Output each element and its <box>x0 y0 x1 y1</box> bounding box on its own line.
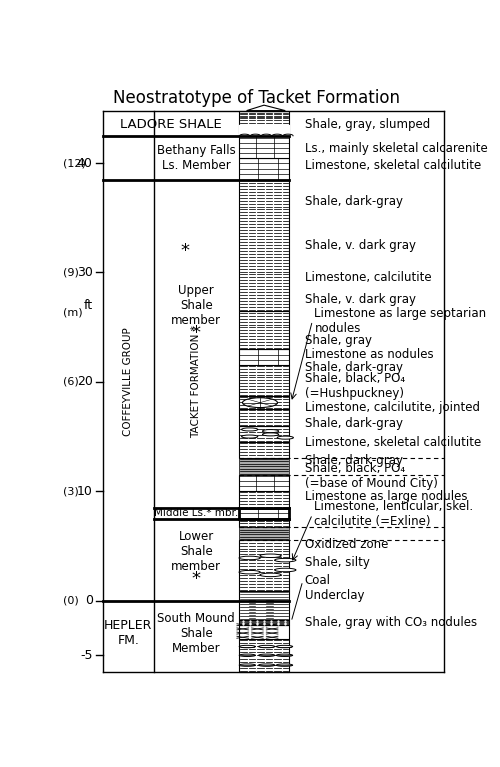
Text: HEPLER
FM.: HEPLER FM. <box>104 620 152 647</box>
Bar <box>239 541 289 591</box>
Text: Shale, v. dark gray: Shale, v. dark gray <box>304 293 416 306</box>
Ellipse shape <box>258 654 275 657</box>
Bar <box>239 491 289 508</box>
Text: Limestone, calcilutite: Limestone, calcilutite <box>304 272 432 285</box>
Text: Shale, dark-gray: Shale, dark-gray <box>304 361 402 374</box>
Text: 20: 20 <box>77 375 92 388</box>
Text: 30: 30 <box>77 266 92 279</box>
Ellipse shape <box>239 664 256 667</box>
Ellipse shape <box>239 654 256 657</box>
Ellipse shape <box>276 654 292 657</box>
Bar <box>239 179 289 311</box>
Bar <box>239 591 289 601</box>
Text: Shale, black, PO₄
(=base of Mound City): Shale, black, PO₄ (=base of Mound City) <box>304 462 438 490</box>
Bar <box>239 311 289 349</box>
Ellipse shape <box>239 556 260 560</box>
Circle shape <box>242 398 278 407</box>
Bar <box>239 508 289 518</box>
Text: Limestone as large septarian
nodules: Limestone as large septarian nodules <box>314 307 486 334</box>
Text: Middle Ls.* mbr.: Middle Ls.* mbr. <box>154 508 238 518</box>
Text: Shale, dark-gray: Shale, dark-gray <box>304 417 402 430</box>
Text: Shale, gray: Shale, gray <box>304 334 372 347</box>
Text: Shale, gray with CO₃ nodules: Shale, gray with CO₃ nodules <box>304 616 477 629</box>
Ellipse shape <box>260 554 281 558</box>
Text: COFFEYVILLE GROUP: COFFEYVILLE GROUP <box>124 328 134 436</box>
Bar <box>239 624 289 639</box>
Ellipse shape <box>274 568 296 571</box>
Text: (3): (3) <box>64 486 79 496</box>
Bar <box>239 459 289 475</box>
Text: Lower
Shale
member: Lower Shale member <box>171 530 221 573</box>
Ellipse shape <box>239 571 260 574</box>
Text: (12): (12) <box>64 158 86 168</box>
Bar <box>239 158 289 179</box>
Text: -5: -5 <box>80 649 92 662</box>
Text: ft: ft <box>84 299 92 312</box>
Bar <box>239 528 289 541</box>
Text: Bethany Falls
Ls. Member: Bethany Falls Ls. Member <box>157 143 236 172</box>
Text: Shale, silty: Shale, silty <box>304 556 370 569</box>
Ellipse shape <box>277 436 293 439</box>
Text: (6): (6) <box>64 377 79 387</box>
Bar <box>239 396 289 410</box>
Ellipse shape <box>262 433 278 436</box>
Ellipse shape <box>262 430 278 433</box>
Bar <box>239 349 289 365</box>
Text: Limestone as nodules: Limestone as nodules <box>304 348 434 361</box>
Ellipse shape <box>274 558 296 562</box>
Text: Neostratotype of Tacket Formation: Neostratotype of Tacket Formation <box>113 88 400 107</box>
Bar <box>239 518 289 528</box>
Text: Shale, dark-gray: Shale, dark-gray <box>304 195 402 208</box>
Bar <box>239 639 289 672</box>
Bar <box>239 365 289 396</box>
Text: Shale, black, PO₄
(=Hushpuckney): Shale, black, PO₄ (=Hushpuckney) <box>304 372 405 400</box>
Text: Upper
Shale
member: Upper Shale member <box>171 284 221 327</box>
Ellipse shape <box>258 645 275 648</box>
Text: Limestone as large nodules: Limestone as large nodules <box>304 490 467 503</box>
Text: *: * <box>192 324 200 341</box>
Text: Underclay: Underclay <box>304 588 364 601</box>
Bar <box>239 426 289 442</box>
Text: *: * <box>192 570 200 588</box>
Text: (0): (0) <box>64 596 79 606</box>
Text: Oxidized zone: Oxidized zone <box>304 538 388 551</box>
Bar <box>239 601 289 621</box>
Bar <box>239 621 289 624</box>
Ellipse shape <box>258 664 275 667</box>
Bar <box>239 136 289 158</box>
Polygon shape <box>246 105 286 110</box>
Text: Shale, gray, slumped: Shale, gray, slumped <box>304 118 430 131</box>
Text: 10: 10 <box>77 485 92 498</box>
Text: Shale, dark-gray: Shale, dark-gray <box>304 454 402 467</box>
Text: (m): (m) <box>64 308 83 318</box>
Bar <box>239 442 289 459</box>
Text: Limestone, skeletal calcilutite: Limestone, skeletal calcilutite <box>304 159 481 172</box>
Text: (9): (9) <box>64 268 79 278</box>
Text: Limestone, skeletal calcilutite: Limestone, skeletal calcilutite <box>304 436 481 449</box>
Ellipse shape <box>276 645 292 648</box>
Text: Limestone, lenticular, skel.
calcilutite (=Exline): Limestone, lenticular, skel. calcilutite… <box>314 500 474 528</box>
Ellipse shape <box>239 645 256 648</box>
Bar <box>239 110 289 136</box>
Ellipse shape <box>242 435 258 438</box>
Bar <box>239 410 289 426</box>
Text: 0: 0 <box>84 594 92 607</box>
Text: TACKET FORMATION *: TACKET FORMATION * <box>191 325 201 438</box>
Ellipse shape <box>242 428 258 431</box>
Text: Coal: Coal <box>304 574 330 588</box>
Text: Limestone, calcilutite, jointed: Limestone, calcilutite, jointed <box>304 400 480 413</box>
Text: Shale, v. dark gray: Shale, v. dark gray <box>304 239 416 252</box>
Text: South Mound
Shale
Member: South Mound Shale Member <box>158 612 235 655</box>
Text: *: * <box>180 242 189 259</box>
Text: 40: 40 <box>77 156 92 170</box>
Text: LADORE SHALE: LADORE SHALE <box>120 118 222 131</box>
Ellipse shape <box>276 664 292 667</box>
Bar <box>239 475 289 491</box>
Text: Ls., mainly skeletal calcarenite: Ls., mainly skeletal calcarenite <box>304 143 488 156</box>
Ellipse shape <box>260 573 281 577</box>
